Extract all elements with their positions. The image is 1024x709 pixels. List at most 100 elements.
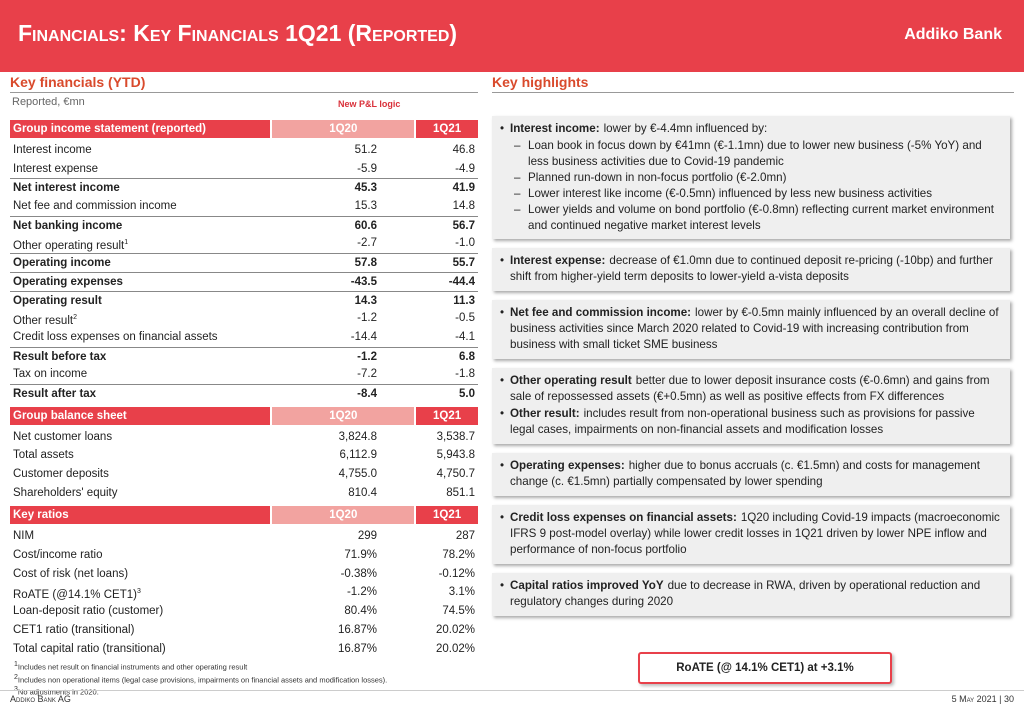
table-row: RoATE (@14.1% CET1)3 -1.2% 3.1% — [10, 583, 478, 602]
table-row: CET1 ratio (transitional) 16.87% 20.02% — [10, 621, 478, 640]
row-label-cell: Total capital ratio (transitional) — [10, 640, 273, 659]
cell: -1.8 — [455, 368, 475, 381]
row-label: Net banking income — [13, 219, 123, 232]
row-label: RoATE (@14.1% CET1) — [13, 589, 137, 602]
row-label: Customer deposits — [13, 468, 109, 480]
table-row: Shareholders' equity 810.4 851.1 — [10, 484, 478, 503]
section-header: Group income statement (reported) 1Q20 1Q2… — [10, 120, 478, 138]
cell: 60.6 — [354, 219, 377, 232]
highlight-box: Net fee and commission income:lower by €… — [492, 300, 1010, 359]
row-label-cell: Tax on income — [10, 365, 273, 384]
footnote-ref: 2 — [73, 314, 77, 322]
cell: 15.3 — [354, 200, 377, 213]
financials-table: Group income statement (reported) 1Q20 1Q2… — [10, 116, 478, 658]
row-label-cell: Shareholders' equity — [10, 484, 273, 503]
table-row: Operating result 14.3 11.3 — [10, 290, 478, 310]
row-label-cell: Customer deposits — [10, 465, 273, 484]
cell: 20.02% — [435, 623, 475, 636]
cell: -14.4 — [350, 330, 377, 343]
footer-left: Addiko Bank AG — [10, 694, 71, 704]
unit-label: Reported, €mn — [12, 96, 85, 108]
bullet: Interest income:lower by €-4.4mn influen… — [500, 121, 1002, 137]
row-label-cell: Interest expense — [10, 160, 273, 179]
footnote-marker: 1 — [14, 661, 18, 668]
bullet-text: lower by €-4.4mn influenced by: — [603, 122, 768, 135]
column-header: 1Q21 — [416, 506, 478, 525]
footnote-text: Includes non operational items (legal ca… — [17, 675, 388, 684]
table-row: Total capital ratio (transitional) 16.87%… — [10, 640, 478, 659]
cell: -1.2 — [357, 350, 377, 363]
highlight-box: Interest income:lower by €-4.4mn influen… — [492, 116, 1010, 239]
cell: 3,824.8 — [338, 430, 377, 443]
row-label: Result after tax — [13, 387, 97, 400]
row-label-cell: Operating expenses — [10, 273, 273, 291]
bullet: Other result:includes result from non-op… — [500, 406, 1002, 438]
bullet-lead: Operating expenses: — [510, 459, 625, 472]
highlight-box: Credit loss expenses on financial assets… — [492, 505, 1010, 564]
footnote-marker: 2 — [14, 673, 18, 681]
table-row: Customer deposits 4,755.0 4,750.7 — [10, 465, 478, 484]
cell: -7.2 — [357, 368, 377, 381]
cell: 74.5% — [442, 605, 475, 618]
row-label: Shareholders' equity — [13, 486, 118, 499]
bullet-lead: Capital ratios improved YoY — [510, 579, 664, 592]
cell: 16.87% — [337, 642, 377, 655]
table-row: Net customer loans 3,824.8 3,538.7 — [10, 428, 478, 447]
bullet-text: 1Q20 including Covid-19 impacts (macroec… — [510, 511, 1000, 556]
column-header: 1Q21 — [416, 120, 478, 138]
cell: -43.5 — [350, 275, 377, 288]
footnote: 3No adjustments in 2020. — [14, 685, 387, 698]
cell: 4,755.0 — [338, 468, 377, 480]
row-label: Interest expense — [13, 162, 99, 175]
bullet: Interest expense:decrease of €1.0mn due … — [500, 253, 1002, 285]
row-label: Tax on income — [13, 368, 88, 381]
cell: 55.7 — [452, 257, 475, 270]
table-row: Interest expense -5.9 -4.9 — [10, 160, 478, 179]
row-label-cell: Other operating result1 — [10, 234, 273, 253]
row-label-cell: Credit loss expenses on financial assets — [10, 328, 273, 347]
table-row: Net banking income 60.6 56.7 — [10, 215, 478, 235]
bullet-text: decrease of €1.0mn due to continued depo… — [510, 254, 993, 283]
cell: -8.4 — [357, 387, 377, 400]
bullet-lead: Other operating result — [510, 374, 632, 387]
cell: -0.5 — [455, 312, 475, 325]
bullet-lead: Interest income: — [510, 122, 600, 135]
column-header: 1Q20 — [272, 406, 415, 425]
cell: -1.2% — [346, 586, 377, 599]
section-label: Key ratios — [10, 506, 271, 525]
row-label-cell: Result after tax — [10, 385, 273, 403]
cell: 851.1 — [446, 486, 475, 499]
cell: 71.9% — [344, 549, 377, 562]
section-label: Group income statement (reported) — [10, 120, 271, 138]
cell: 16.87% — [337, 623, 377, 636]
cell: 11.3 — [453, 294, 475, 307]
row-label: CET1 ratio (transitional) — [13, 623, 135, 636]
row-label-cell: Cost/income ratio — [10, 546, 273, 565]
row-label-cell: Result before tax — [10, 348, 273, 366]
callout: RoATE (@ 14.1% CET1) at +3.1% — [638, 652, 892, 684]
column-header: 1Q20 — [272, 120, 415, 138]
cell: 57.8 — [354, 257, 377, 270]
slide-title: Financials: Key Financials 1Q21 (Reporte… — [18, 20, 458, 46]
highlights: Interest income:lower by €-4.4mn influen… — [492, 116, 1010, 616]
cell: 14.3 — [354, 294, 377, 307]
cell: 3,538.7 — [436, 430, 475, 443]
highlight-box: Interest expense:decrease of €1.0mn due … — [492, 248, 1010, 291]
footnote: 1Includes net result on financial instru… — [14, 660, 387, 673]
row-label: Operating income — [13, 257, 111, 270]
table-row: Interest income 51.2 46.8 — [10, 141, 478, 160]
bullet-text: higher due to bonus accruals (c. €1.5mn)… — [510, 459, 980, 488]
cell: 810.4 — [348, 486, 377, 499]
row-label: Net fee and commission income — [13, 200, 177, 213]
footnote: 2Includes non operational items (legal c… — [14, 673, 387, 686]
row-label-cell: RoATE (@14.1% CET1)3 — [10, 583, 273, 602]
bullet-lead: Other result: — [510, 407, 580, 420]
highlight-box: Operating expenses:higher due to bonus a… — [492, 453, 1010, 496]
table-row: Result after tax -8.4 5.0 — [10, 383, 478, 403]
column-header: 1Q20 — [272, 506, 415, 525]
row-label-cell: Net banking income — [10, 217, 273, 235]
section-header: Group balance sheet 1Q20 1Q21 — [10, 406, 478, 425]
footnote-marker: 3 — [14, 686, 18, 693]
section-label: Group balance sheet — [10, 406, 271, 425]
cell: 20.02% — [435, 642, 475, 655]
